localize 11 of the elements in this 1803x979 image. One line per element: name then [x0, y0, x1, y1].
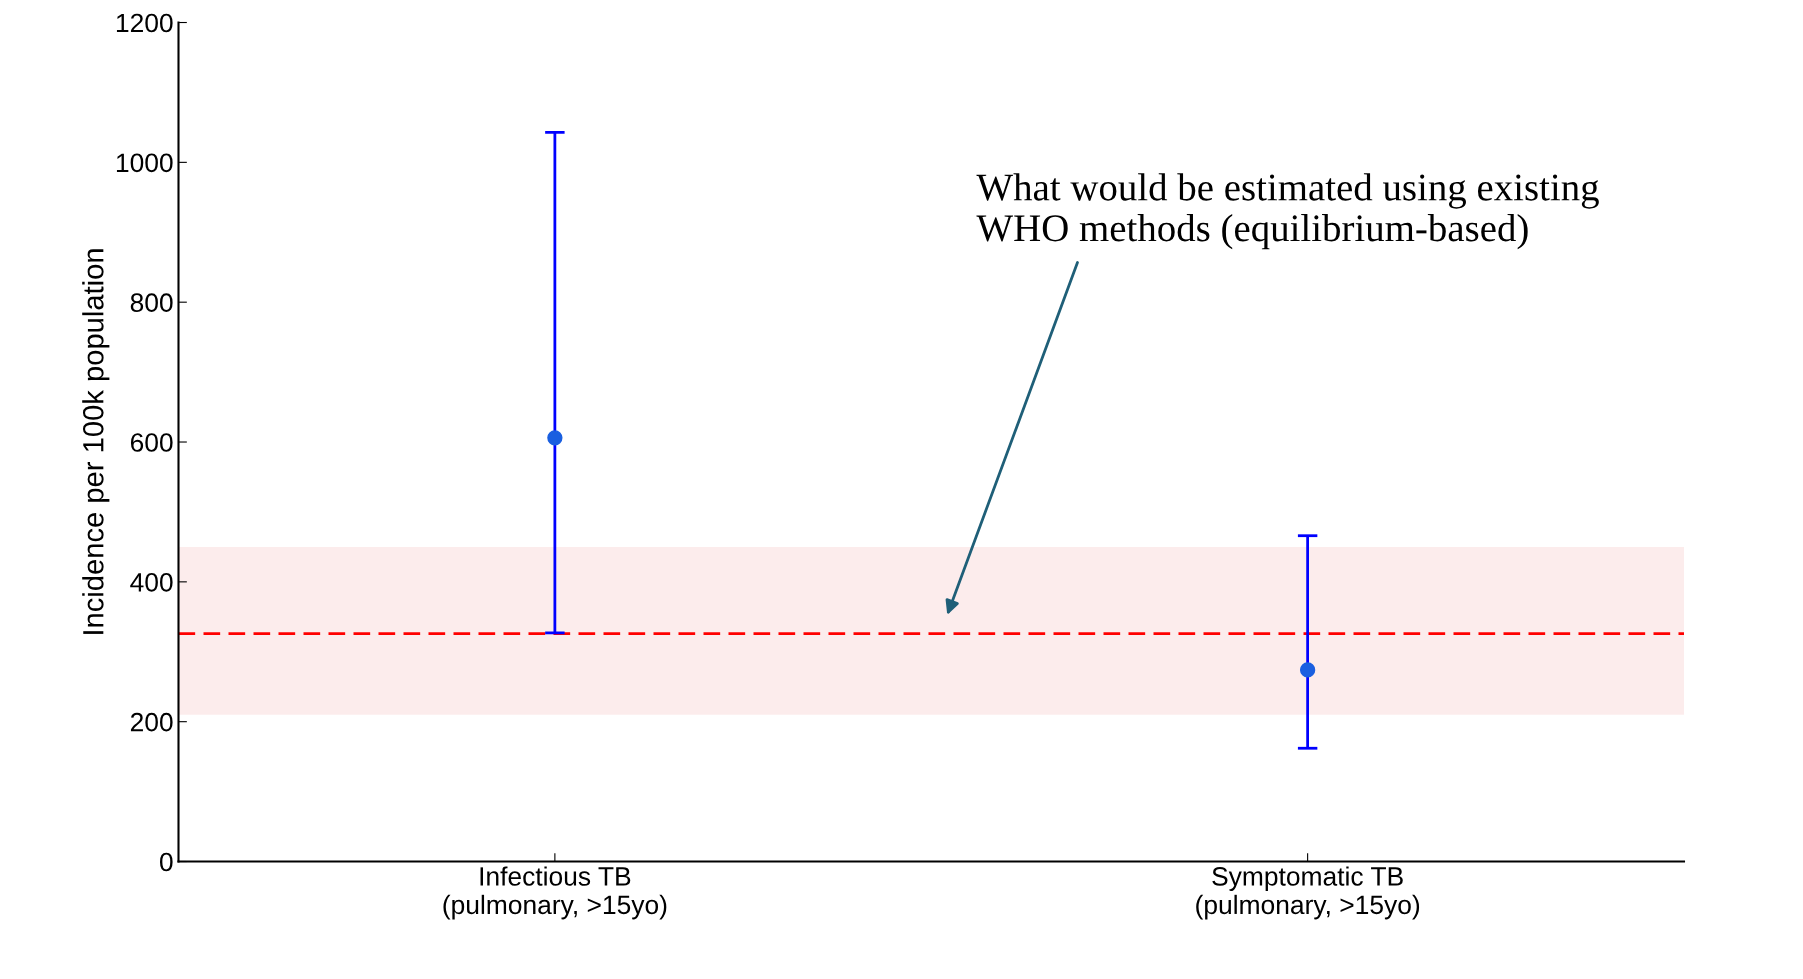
y-tick-label: 800	[130, 293, 173, 313]
y-tick-label: 0	[159, 852, 173, 872]
y-tick-label: 200	[130, 712, 173, 732]
x-tick-label: Symptomatic TB (pulmonary, >15yo)	[1196, 866, 1420, 920]
y-tick-label: 1200	[116, 13, 173, 33]
y-tick-label: 600	[130, 433, 173, 452]
y-axis-title: Incidence per 100k population	[82, 249, 110, 634]
x-tick-label: Infectious TB (pulmonary, >15yo)	[443, 866, 667, 920]
y-tick-label: 400	[130, 572, 173, 592]
annotation: What would be estimated using existing WHO methods (equilibrium-based)	[976, 173, 1599, 250]
y-tick-label: 1000	[116, 153, 173, 173]
